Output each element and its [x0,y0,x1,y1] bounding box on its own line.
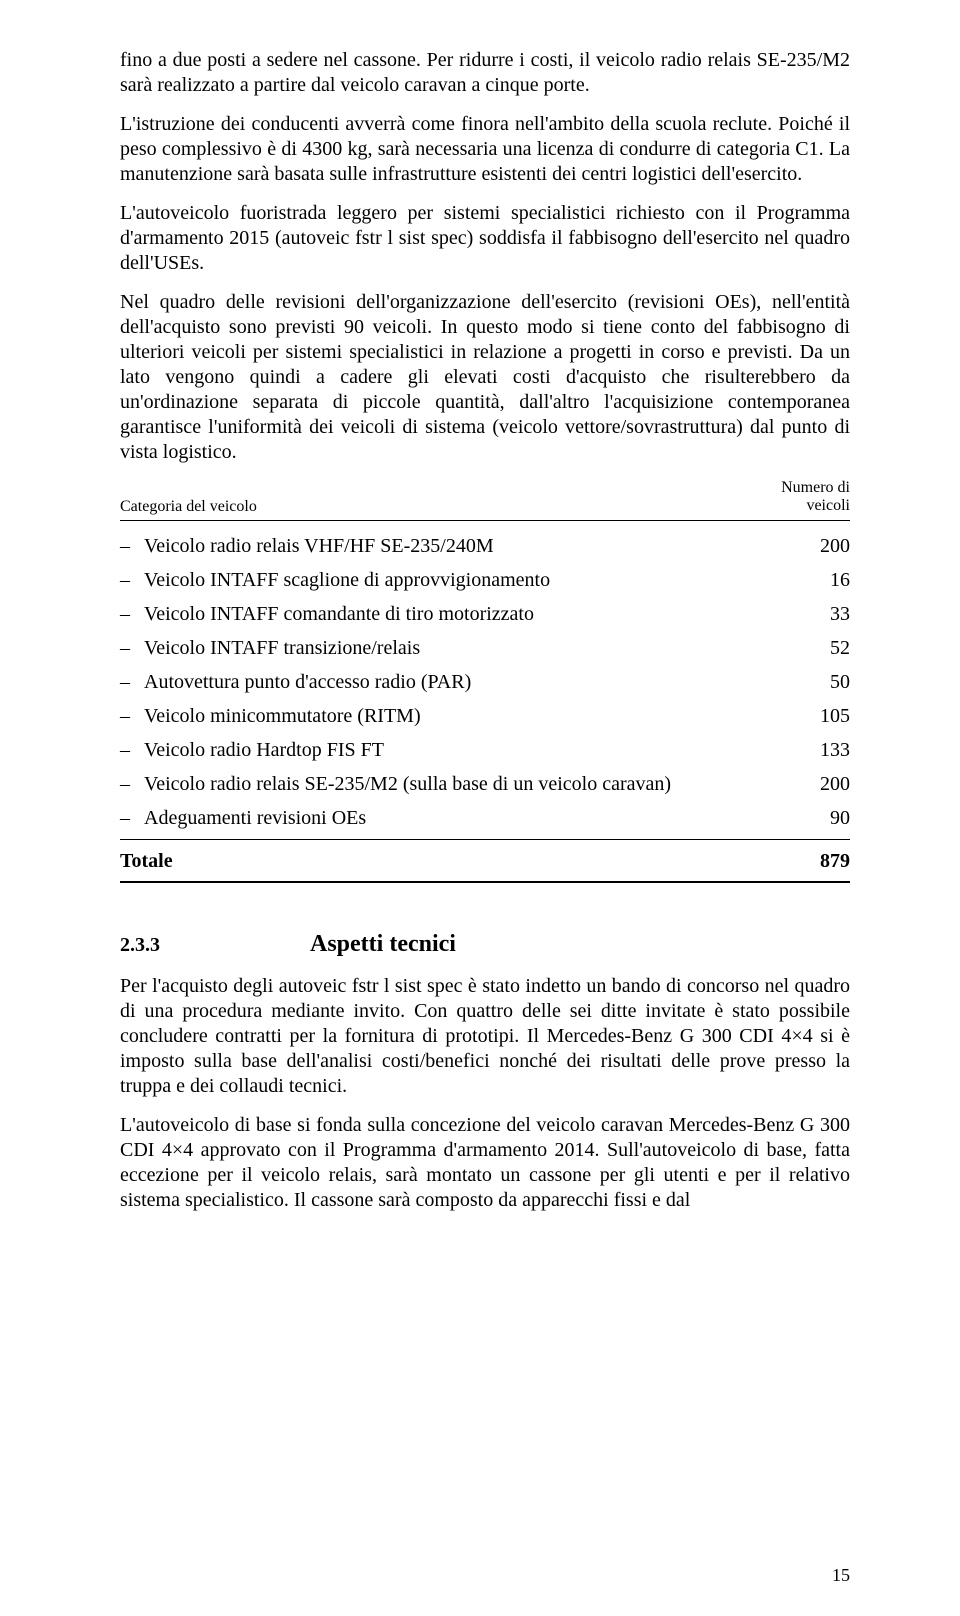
row-label: Veicolo radio relais SE-235/M2 (sulla ba… [144,772,770,796]
section-heading: 2.3.3 Aspetti tecnici [120,931,850,958]
table-row: –Veicolo INTAFF scaglione di approvvigio… [120,563,850,597]
row-dash: – [120,534,144,558]
row-value: 105 [770,704,850,728]
row-label: Autovettura punto d'accesso radio (PAR) [144,670,770,694]
row-value: 200 [770,534,850,558]
page-number: 15 [832,1565,850,1586]
table-row: –Adeguamenti revisioni OEs90 [120,801,850,835]
table-row: –Veicolo radio relais VHF/HF SE-235/240M… [120,529,850,563]
row-value: 200 [770,772,850,796]
paragraph-6: L'autoveicolo di base si fonda sulla con… [120,1113,850,1213]
table-total-row: Totale 879 [120,840,850,883]
document-page: fino a due posti a sedere nel cassone. P… [0,0,960,1616]
table-header-right-line2: veicoli [806,497,850,514]
row-value: 16 [770,568,850,592]
row-label: Veicolo INTAFF scaglione di approvvigion… [144,568,770,592]
paragraph-3: L'autoveicolo fuoristrada leggero per si… [120,201,850,276]
table-body: –Veicolo radio relais VHF/HF SE-235/240M… [120,529,850,835]
row-label: Veicolo radio Hardtop FIS FT [144,738,770,762]
table-row: –Veicolo radio relais SE-235/M2 (sulla b… [120,767,850,801]
row-value: 52 [770,636,850,660]
row-value: 90 [770,806,850,830]
section-title: Aspetti tecnici [310,931,456,958]
row-label: Adeguamenti revisioni OEs [144,806,770,830]
table-header: Categoria del veicolo Numero di veicoli [120,479,850,521]
paragraph-4: Nel quadro delle revisioni dell'organizz… [120,290,850,465]
row-dash: – [120,772,144,796]
row-dash: – [120,704,144,728]
row-label: Veicolo radio relais VHF/HF SE-235/240M [144,534,770,558]
section-number: 2.3.3 [120,934,310,957]
row-value: 133 [770,738,850,762]
table-header-left: Categoria del veicolo [120,498,257,516]
row-dash: – [120,568,144,592]
table-row: –Veicolo INTAFF comandante di tiro motor… [120,597,850,631]
table-row: –Veicolo radio Hardtop FIS FT133 [120,733,850,767]
paragraph-1: fino a due posti a sedere nel cassone. P… [120,48,850,98]
table-row: –Autovettura punto d'accesso radio (PAR)… [120,665,850,699]
total-label: Totale [120,850,173,873]
paragraph-2: L'istruzione dei conducenti avverrà come… [120,112,850,187]
total-value: 879 [820,850,850,873]
row-dash: – [120,636,144,660]
row-dash: – [120,738,144,762]
row-label: Veicolo INTAFF comandante di tiro motori… [144,602,770,626]
row-value: 50 [770,670,850,694]
paragraph-5: Per l'acquisto degli autoveic fstr l sis… [120,974,850,1099]
row-label: Veicolo INTAFF transizione/relais [144,636,770,660]
vehicle-table: Categoria del veicolo Numero di veicoli … [120,479,850,883]
table-row: –Veicolo minicommutatore (RITM)105 [120,699,850,733]
row-dash: – [120,670,144,694]
table-header-right: Numero di veicoli [781,479,850,516]
row-value: 33 [770,602,850,626]
row-label: Veicolo minicommutatore (RITM) [144,704,770,728]
row-dash: – [120,806,144,830]
row-dash: – [120,602,144,626]
table-header-right-line1: Numero di [781,479,850,496]
table-row: –Veicolo INTAFF transizione/relais52 [120,631,850,665]
